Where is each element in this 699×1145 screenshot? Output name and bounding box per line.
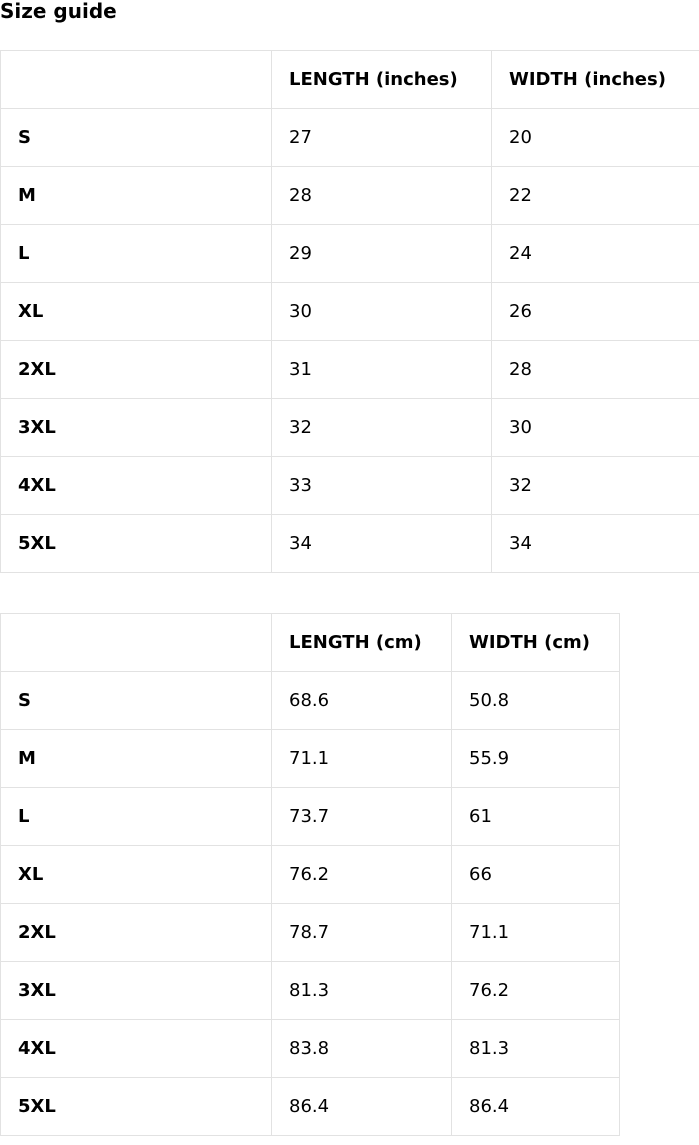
size-label: L: [0, 224, 272, 283]
column-header: WIDTH (cm): [451, 613, 620, 672]
length-cell: 81.3: [271, 961, 452, 1020]
width-cell: 50.8: [451, 671, 620, 730]
length-cell: 29: [271, 224, 492, 283]
column-header: WIDTH (inches): [491, 50, 699, 109]
size-label: L: [0, 787, 272, 846]
size-label: M: [0, 729, 272, 788]
length-cell: 33: [271, 456, 492, 515]
size-label: 2XL: [0, 340, 272, 399]
length-cell: 34: [271, 514, 492, 573]
width-cell: 24: [491, 224, 699, 283]
table-row: 3XL 32 30: [0, 398, 699, 457]
size-label: XL: [0, 282, 272, 341]
length-cell: 78.7: [271, 903, 452, 962]
length-cell: 83.8: [271, 1019, 452, 1078]
length-cell: 32: [271, 398, 492, 457]
column-header: LENGTH (cm): [271, 613, 452, 672]
size-table-cm: LENGTH (cm) WIDTH (cm) S 68.6 50.8 M 71.1 55.9 L…: [0, 613, 620, 1136]
width-cell: 76.2: [451, 961, 620, 1020]
length-cell: 28: [271, 166, 492, 225]
width-cell: 71.1: [451, 903, 620, 962]
header-row: LENGTH (cm) WIDTH (cm): [0, 613, 620, 672]
length-cell: 27: [271, 108, 492, 167]
table-row: 2XL 78.7 71.1: [0, 903, 620, 962]
width-cell: 34: [491, 514, 699, 573]
size-label: 5XL: [0, 514, 272, 573]
width-cell: 66: [451, 845, 620, 904]
size-label: 2XL: [0, 903, 272, 962]
column-header: [0, 50, 272, 109]
size-label: 3XL: [0, 961, 272, 1020]
table-row: 5XL 34 34: [0, 514, 699, 573]
table-row: XL 76.2 66: [0, 845, 620, 904]
table-row: 5XL 86.4 86.4: [0, 1077, 620, 1136]
length-cell: 76.2: [271, 845, 452, 904]
table-row: S 27 20: [0, 108, 699, 167]
size-label: M: [0, 166, 272, 225]
table-row: M 71.1 55.9: [0, 729, 620, 788]
size-label: S: [0, 108, 272, 167]
table-row: L 73.7 61: [0, 787, 620, 846]
column-header: LENGTH (inches): [271, 50, 492, 109]
length-cell: 30: [271, 282, 492, 341]
table-row: 2XL 31 28: [0, 340, 699, 399]
length-cell: 86.4: [271, 1077, 452, 1136]
width-cell: 32: [491, 456, 699, 515]
width-cell: 55.9: [451, 729, 620, 788]
width-cell: 22: [491, 166, 699, 225]
size-label: 4XL: [0, 1019, 272, 1078]
width-cell: 26: [491, 282, 699, 341]
width-cell: 86.4: [451, 1077, 620, 1136]
table-row: M 28 22: [0, 166, 699, 225]
length-cell: 68.6: [271, 671, 452, 730]
table-row: XL 30 26: [0, 282, 699, 341]
width-cell: 30: [491, 398, 699, 457]
length-cell: 31: [271, 340, 492, 399]
size-label: XL: [0, 845, 272, 904]
size-label: 3XL: [0, 398, 272, 457]
size-table-inches: LENGTH (inches) WIDTH (inches) S 27 20 M 28 22 L…: [0, 50, 699, 573]
column-header: [0, 613, 272, 672]
length-cell: 71.1: [271, 729, 452, 788]
table-row: 4XL 33 32: [0, 456, 699, 515]
width-cell: 20: [491, 108, 699, 167]
width-cell: 28: [491, 340, 699, 399]
table-row: S 68.6 50.8: [0, 671, 620, 730]
table-row: L 29 24: [0, 224, 699, 283]
size-label: 4XL: [0, 456, 272, 515]
page-title: Size guide: [0, 0, 117, 23]
length-cell: 73.7: [271, 787, 452, 846]
size-label: 5XL: [0, 1077, 272, 1136]
table-row: 3XL 81.3 76.2: [0, 961, 620, 1020]
width-cell: 61: [451, 787, 620, 846]
table-row: 4XL 83.8 81.3: [0, 1019, 620, 1078]
header-row: LENGTH (inches) WIDTH (inches): [0, 50, 699, 109]
width-cell: 81.3: [451, 1019, 620, 1078]
size-label: S: [0, 671, 272, 730]
